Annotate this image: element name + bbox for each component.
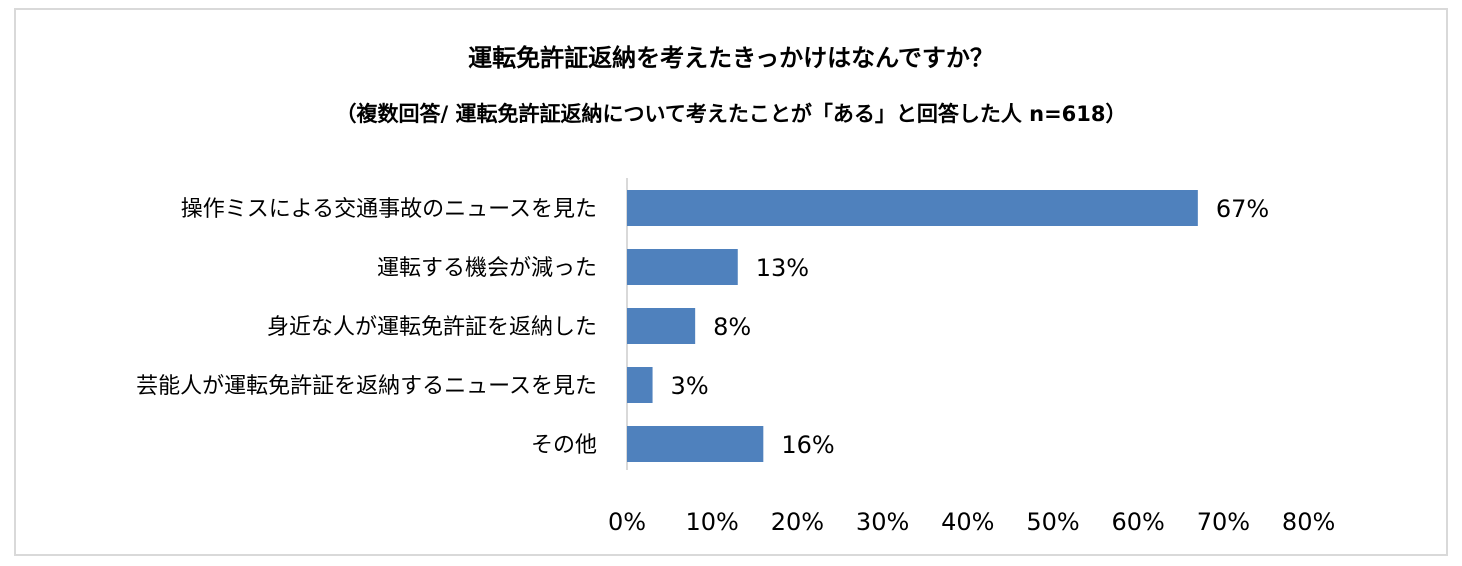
bar-2 bbox=[627, 249, 738, 285]
bar-1 bbox=[627, 190, 1198, 226]
x-tick-label-30: 30% bbox=[856, 508, 909, 536]
value-label-5: 16% bbox=[781, 431, 834, 459]
bar-5 bbox=[627, 426, 764, 462]
bar-3 bbox=[627, 308, 696, 344]
category-label-5: その他 bbox=[531, 433, 597, 458]
value-label-3: 8% bbox=[713, 313, 751, 341]
value-label-1: 67% bbox=[1216, 195, 1269, 223]
bar-4 bbox=[627, 367, 653, 403]
x-tick-label-40: 40% bbox=[941, 508, 994, 536]
x-tick-label-70: 70% bbox=[1197, 508, 1250, 536]
category-label-1: 操作ミスによる交通事故のニュースを見た bbox=[181, 197, 597, 222]
x-tick-label-20: 20% bbox=[771, 508, 824, 536]
x-tick-label-60: 60% bbox=[1112, 508, 1165, 536]
category-label-2: 運転する機会が減った bbox=[377, 256, 597, 281]
value-label-2: 13% bbox=[756, 254, 809, 282]
x-tick-label-50: 50% bbox=[1026, 508, 1079, 536]
x-tick-label-0: 0% bbox=[608, 508, 646, 536]
category-label-4: 芸能人が運転免許証を返納するニュースを見た bbox=[136, 374, 597, 399]
value-label-4: 3% bbox=[671, 372, 709, 400]
x-tick-label-80: 80% bbox=[1282, 508, 1335, 536]
chart-subtitle: （複数回答/ 運転免許証返納について考えたことが「ある」と回答した人 n=618… bbox=[335, 102, 1127, 126]
category-label-3: 身近な人が運転免許証を返納した bbox=[267, 315, 597, 340]
chart-title: 運転免許証返納を考えたきっかけはなんですか？ bbox=[468, 44, 994, 72]
x-tick-label-10: 10% bbox=[686, 508, 739, 536]
